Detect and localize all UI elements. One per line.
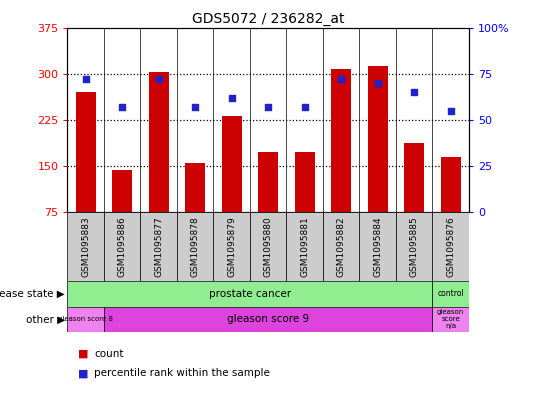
Bar — [432, 281, 469, 307]
Bar — [432, 307, 469, 332]
Bar — [104, 212, 140, 281]
Text: GSM1095881: GSM1095881 — [300, 216, 309, 277]
Text: GSM1095883: GSM1095883 — [81, 216, 90, 277]
Text: GSM1095879: GSM1095879 — [227, 216, 236, 277]
Bar — [404, 143, 424, 212]
Text: GSM1095884: GSM1095884 — [373, 216, 382, 277]
Title: GDS5072 / 236282_at: GDS5072 / 236282_at — [192, 13, 344, 26]
Text: GSM1095882: GSM1095882 — [337, 216, 345, 277]
Bar — [177, 212, 213, 281]
Point — [337, 76, 345, 83]
Bar — [295, 152, 315, 212]
Bar — [140, 212, 177, 281]
Text: gleason score 9: gleason score 9 — [227, 314, 309, 324]
Text: disease state ▶: disease state ▶ — [0, 289, 65, 299]
Text: GSM1095876: GSM1095876 — [446, 216, 455, 277]
Text: gleason score 8: gleason score 8 — [58, 316, 113, 322]
Text: GSM1095877: GSM1095877 — [154, 216, 163, 277]
Text: ■: ■ — [78, 368, 88, 378]
Bar — [104, 307, 432, 332]
Bar — [67, 307, 104, 332]
Bar — [396, 212, 432, 281]
Point — [227, 95, 236, 101]
Point — [191, 104, 199, 110]
Text: prostate cancer: prostate cancer — [209, 289, 291, 299]
Bar — [432, 212, 469, 281]
Bar — [213, 212, 250, 281]
Bar — [67, 212, 104, 281]
Bar — [323, 212, 360, 281]
Bar — [286, 212, 323, 281]
Text: GSM1095886: GSM1095886 — [118, 216, 127, 277]
Point — [410, 89, 418, 95]
Bar — [258, 152, 278, 212]
Bar — [368, 66, 388, 212]
Text: GSM1095878: GSM1095878 — [191, 216, 199, 277]
Bar — [331, 69, 351, 212]
Point — [118, 104, 127, 110]
Point — [446, 107, 455, 114]
Text: GSM1095880: GSM1095880 — [264, 216, 273, 277]
Point — [374, 80, 382, 86]
Text: control: control — [437, 289, 464, 298]
Point — [264, 104, 273, 110]
Bar — [185, 163, 205, 212]
Text: count: count — [94, 349, 124, 359]
Bar — [441, 157, 461, 212]
Text: gleason
score
n/a: gleason score n/a — [437, 309, 464, 329]
Point — [154, 76, 163, 83]
Text: other ▶: other ▶ — [25, 314, 65, 324]
Bar — [149, 72, 169, 212]
Point — [81, 76, 90, 83]
Text: GSM1095885: GSM1095885 — [410, 216, 419, 277]
Point — [300, 104, 309, 110]
Bar — [75, 92, 95, 212]
Text: percentile rank within the sample: percentile rank within the sample — [94, 368, 270, 378]
Bar — [360, 212, 396, 281]
Bar — [112, 170, 132, 212]
Bar — [250, 212, 286, 281]
Bar — [222, 116, 241, 212]
Text: ■: ■ — [78, 349, 88, 359]
